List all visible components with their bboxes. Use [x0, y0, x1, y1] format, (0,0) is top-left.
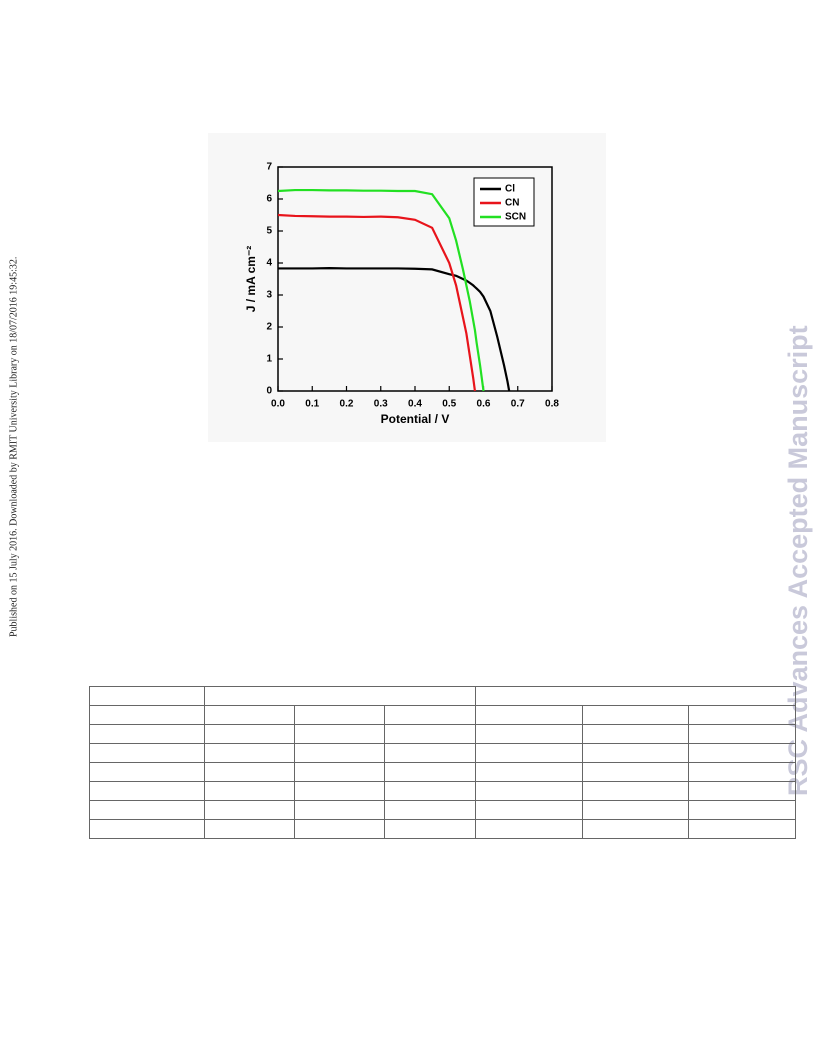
y-axis-label: J / mA cm⁻² — [244, 246, 258, 313]
series-line — [277, 213, 477, 392]
table-grid — [89, 686, 796, 839]
x-tick-label: 0.7 — [511, 399, 525, 410]
y-tick-label: 6 — [266, 194, 272, 205]
series-line — [277, 188, 485, 392]
x-tick-label: 0.3 — [374, 399, 388, 410]
y-tick-label: 3 — [266, 290, 272, 301]
legend-label: Cl — [505, 184, 515, 195]
x-tick-label: 0.6 — [477, 399, 491, 410]
y-tick-label: 2 — [266, 322, 272, 333]
x-tick-label: 0.4 — [408, 399, 422, 410]
y-tick-label: 0 — [266, 386, 272, 397]
y-tick-label: 5 — [266, 226, 272, 237]
chart: 0.0 0.1 0.2 0.3 0.4 0.5 0.6 0.7 0.8 0 1 2 3 4 5 6 7 Poten… — [244, 162, 559, 427]
x-tick-label: 0.1 — [305, 399, 319, 410]
side-note: Published on 15 July 2016. Downloaded by… — [8, 257, 19, 637]
legend-label: CN — [505, 198, 519, 209]
x-tick-label: 0.8 — [545, 399, 559, 410]
y-tick-label: 7 — [266, 162, 272, 173]
x-tick-label: 0.2 — [340, 399, 354, 410]
watermark: RSC Advances Accepted Manuscript — [783, 325, 813, 796]
y-tick-label: 4 — [266, 258, 272, 269]
x-axis-label: Potential / V — [381, 412, 450, 426]
y-tick-label: 1 — [266, 354, 272, 365]
x-tick-label: 0.0 — [271, 399, 285, 410]
legend-label: SCN — [505, 212, 526, 223]
series-line — [278, 267, 511, 392]
x-tick-label: 0.5 — [442, 399, 456, 410]
